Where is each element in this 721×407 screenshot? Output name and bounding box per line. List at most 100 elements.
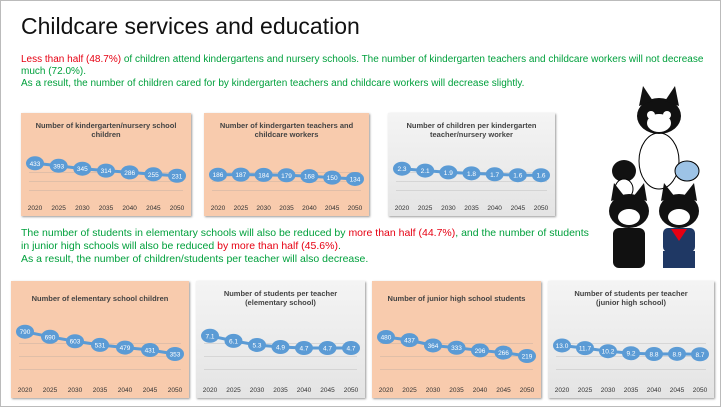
text-run: by more than half (45.6%)	[217, 240, 338, 252]
x-tick-label: 2025	[226, 387, 241, 394]
x-tick-label: 2050	[170, 205, 185, 212]
chart-title: Number of kindergarten/nursery school ch…	[21, 113, 191, 147]
data-label: 480	[381, 335, 392, 342]
data-label: 2.3	[397, 166, 406, 173]
x-tick-label: 2050	[534, 205, 549, 212]
x-tick-label: 2040	[302, 205, 317, 212]
chart-plot: 4332020393202534520303142035286204025520…	[21, 147, 191, 216]
x-tick-label: 2040	[473, 387, 488, 394]
data-label: 5.3	[252, 342, 261, 349]
x-tick-label: 2025	[234, 205, 249, 212]
data-label: 1.9	[444, 170, 453, 177]
x-tick-label: 2035	[624, 387, 639, 394]
text-run: .	[338, 240, 341, 252]
illustration	[599, 71, 717, 291]
x-tick-label: 2020	[203, 387, 218, 394]
data-label: 266	[498, 350, 509, 357]
data-label: 286	[124, 170, 135, 177]
x-tick-label: 2030	[441, 205, 456, 212]
data-label: 8.9	[672, 351, 681, 358]
data-label: 1.7	[490, 172, 499, 179]
text-run: As a result, the number of children/stud…	[21, 253, 368, 265]
chart-plot: 13.0202011.7202510.220309.220358.820408.…	[548, 315, 714, 398]
data-label: 255	[148, 172, 159, 179]
x-tick-label: 2025	[43, 387, 58, 394]
text-run: Less than half (48.7%)	[21, 54, 121, 65]
data-label: 168	[304, 174, 315, 181]
data-label: 4.9	[276, 345, 285, 352]
x-tick-label: 2040	[118, 387, 133, 394]
student-cats	[609, 183, 699, 268]
chart-panel: Number of students per teacher (junior h…	[548, 281, 714, 398]
x-tick-label: 2030	[256, 205, 271, 212]
chart-title: Number of students per teacher (elementa…	[196, 281, 365, 315]
x-tick-label: 2040	[297, 387, 312, 394]
data-label: 186	[213, 172, 224, 179]
text-run: As a result, the number of children care…	[21, 78, 524, 89]
paragraph: As a result, the number of children/stud…	[21, 253, 596, 266]
paragraph: The number of students in elementary sch…	[21, 227, 596, 253]
x-tick-label: 2045	[496, 387, 511, 394]
x-tick-label: 2030	[68, 387, 83, 394]
data-label: 333	[451, 345, 462, 352]
data-label: 364	[428, 343, 439, 350]
data-label: 4.7	[346, 346, 355, 353]
x-tick-label: 2020	[28, 205, 43, 212]
data-label: 8.7	[695, 352, 704, 359]
chart-title: Number of kindergarten teachers and chil…	[204, 113, 369, 147]
data-label: 531	[95, 342, 106, 349]
data-label: 11.7	[579, 346, 592, 353]
x-tick-label: 2035	[449, 387, 464, 394]
chart-title: Number of students per teacher (junior h…	[548, 281, 714, 315]
x-tick-label: 2020	[395, 205, 410, 212]
x-tick-label: 2035	[99, 205, 114, 212]
data-label: 6.1	[229, 338, 238, 345]
x-tick-label: 2030	[75, 205, 90, 212]
x-tick-label: 2035	[464, 205, 479, 212]
x-tick-label: 2020	[18, 387, 33, 394]
data-label: 353	[170, 351, 181, 358]
chart-plot: 7902020690202560320305312035479204043120…	[11, 315, 189, 398]
data-label: 431	[145, 348, 156, 355]
x-tick-label: 2025	[418, 205, 433, 212]
cat-family	[612, 86, 699, 199]
data-label: 345	[77, 166, 88, 173]
school-text: The number of students in elementary sch…	[21, 227, 596, 266]
data-label: 9.2	[626, 351, 635, 358]
x-tick-label: 2020	[379, 387, 394, 394]
data-label: 4.7	[299, 346, 308, 353]
x-tick-label: 2035	[279, 205, 294, 212]
chart-plot: 2.320202.120251.920301.820351.720401.620…	[388, 147, 555, 216]
chart-title: Number of children per kindergarten teac…	[388, 113, 555, 147]
x-tick-label: 2025	[578, 387, 593, 394]
data-label: 4.7	[323, 346, 332, 353]
text-run: The number of students in elementary sch…	[21, 227, 348, 239]
data-label: 10.2	[602, 349, 615, 356]
x-tick-label: 2025	[51, 205, 66, 212]
slide-title: Childcare services and education	[21, 13, 360, 40]
x-tick-label: 2030	[250, 387, 265, 394]
chart-panel: Number of children per kindergarten teac…	[388, 113, 555, 216]
x-tick-label: 2045	[320, 387, 335, 394]
slide: Childcare services and education Less th…	[0, 0, 721, 407]
x-tick-label: 2045	[511, 205, 526, 212]
x-tick-label: 2030	[601, 387, 616, 394]
data-label: 13.0	[556, 343, 569, 350]
data-label: 314	[101, 168, 112, 175]
data-label: 393	[53, 163, 64, 170]
data-label: 179	[281, 173, 292, 180]
x-tick-label: 2040	[487, 205, 502, 212]
x-tick-label: 2045	[670, 387, 685, 394]
data-label: 790	[20, 329, 31, 336]
data-label: 2.1	[421, 168, 430, 175]
x-tick-label: 2050	[693, 387, 708, 394]
chart-panel: Number of students per teacher (elementa…	[196, 281, 365, 398]
x-tick-label: 2045	[146, 205, 161, 212]
chart-plot: 7.120206.120255.320304.920354.720404.720…	[196, 315, 365, 398]
data-label: 187	[235, 172, 246, 179]
text-run: more than half (44.7%)	[348, 227, 455, 239]
chart-plot: 1862020187202518420301792035168204015020…	[204, 147, 369, 216]
data-label: 1.6	[536, 173, 545, 180]
